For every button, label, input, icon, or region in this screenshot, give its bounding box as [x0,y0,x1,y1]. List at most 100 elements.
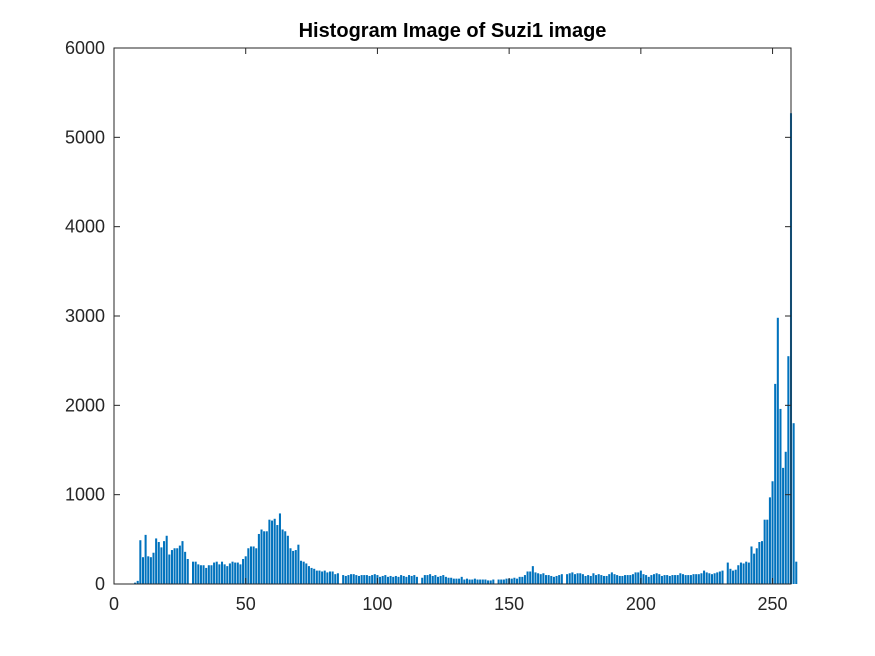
histogram-bar [265,531,268,584]
axes-layer [113,47,792,585]
x-tick-label: 250 [758,594,788,614]
histogram-bar [147,556,150,584]
histogram-bar [626,575,629,584]
histogram-bar [792,423,795,584]
histogram-bar [226,566,229,584]
histogram-bar [616,575,619,584]
histogram-bar [263,531,266,584]
histogram-bar [207,565,210,584]
histogram-bar [184,551,187,584]
histogram-bar [305,563,308,584]
histogram-bar [560,574,563,584]
histogram-bar [431,575,434,584]
histogram-bar [795,561,798,584]
histogram-bar [460,576,463,584]
histogram-bar [281,529,284,584]
histogram-bar [257,533,260,584]
histogram-bar [160,547,163,584]
histogram-bar [347,575,350,584]
histogram-bar [784,451,787,584]
histogram-bar [497,579,500,584]
histogram-bar [671,575,674,584]
histogram-bar [581,574,584,584]
x-tick-label: 100 [362,594,392,614]
histogram-bar [489,580,492,584]
histogram-bar [144,534,147,584]
histogram-bar [510,578,513,584]
histogram-bar [481,579,484,584]
y-tick-label: 2000 [65,395,105,415]
histogram-bar [595,575,598,584]
histogram-bar [600,575,603,584]
histogram-bar [695,574,698,584]
histogram-bar [734,569,737,584]
histogram-bar [779,408,782,584]
histogram-bar [394,575,397,584]
histogram-bar [384,575,387,584]
histogram-bar [402,575,405,584]
histogram-bar [410,575,413,584]
histogram-bar [228,563,231,584]
histogram-bar [368,575,371,584]
histogram-bar [676,575,679,584]
histogram-bar [413,575,416,584]
histogram-bar [571,572,574,584]
histogram-bar [552,576,555,584]
histogram-bar [249,546,252,584]
histogram-bar [726,562,729,584]
histogram-bar [192,561,195,584]
histogram-bar [584,575,587,584]
chart-title: Histogram Image of Suzi1 image [298,20,607,42]
histogram-bar [473,578,476,584]
histogram-bar [629,575,632,584]
histogram-bar [713,573,716,584]
histogram-bar [379,576,382,584]
histogram-bar [176,548,179,584]
histogram-bar [247,548,250,584]
histogram-bar [357,575,361,584]
histogram-bar [436,576,440,584]
histogram-bar [745,561,748,584]
histogram-bar [539,574,542,584]
histogram-bar [523,575,526,584]
histogram-bar [708,573,711,584]
histogram-bar [168,554,171,584]
histogram-bar [155,538,158,584]
histogram-bar [458,578,461,584]
histogram-bar [729,568,732,584]
histogram-bar [700,573,703,584]
histogram-bar [787,356,790,584]
histogram-bar [597,574,600,584]
x-tick-label: 150 [494,594,524,614]
histogram-bar [500,579,503,584]
histogram-bar [692,574,695,584]
histogram-bar [268,519,271,584]
histogram-bar [576,573,579,584]
histogram-bar [400,575,403,584]
histogram-bar [239,564,242,584]
histogram-bar [326,572,329,584]
y-tick-label: 1000 [65,485,105,505]
histogram-bar [547,575,550,584]
histogram-bar [278,513,281,584]
histogram-bar [755,548,758,584]
histogram-bar [244,556,247,584]
histogram-bar [710,574,713,584]
histogram-bar [502,579,505,584]
histogram-bar [423,575,426,584]
histogram-bar [518,576,521,584]
histogram-bar [350,574,353,584]
histogram-bar [255,548,258,584]
histogram-bar [223,564,226,584]
histogram-bar [181,541,184,584]
histogram-bar [476,579,479,584]
histogram-bar [363,575,366,584]
histogram-bar [674,575,677,584]
histogram-bar [328,571,332,584]
histogram-bar [655,573,658,584]
histogram-bar [231,561,234,584]
histogram-bar [197,564,200,584]
histogram-bar [739,562,742,584]
histogram-bar [371,575,374,584]
histogram-bar [761,541,764,584]
